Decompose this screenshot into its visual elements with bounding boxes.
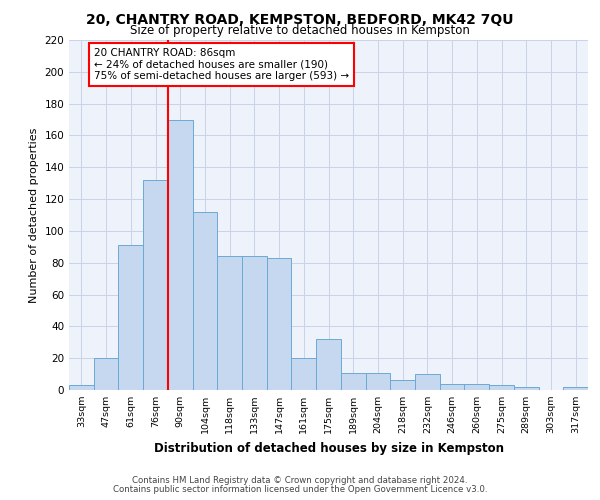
Bar (464, 384, 489, 390)
Bar (69, 385, 94, 390)
Bar (489, 385, 514, 390)
Text: Size of property relative to detached houses in Kempston: Size of property relative to detached ho… (130, 24, 470, 37)
Bar (440, 384, 464, 390)
Bar (193, 212, 217, 390)
Bar (168, 120, 193, 390)
Bar (217, 256, 242, 390)
Bar (514, 387, 539, 390)
Bar (563, 387, 588, 390)
Bar (316, 339, 341, 390)
Text: 20 CHANTRY ROAD: 86sqm
← 24% of detached houses are smaller (190)
75% of semi-de: 20 CHANTRY ROAD: 86sqm ← 24% of detached… (94, 48, 349, 81)
Bar (94, 358, 118, 390)
Bar (267, 258, 292, 390)
X-axis label: Distribution of detached houses by size in Kempston: Distribution of detached houses by size … (154, 442, 503, 454)
Bar (143, 180, 168, 390)
Text: Contains public sector information licensed under the Open Government Licence v3: Contains public sector information licen… (113, 485, 487, 494)
Bar (365, 372, 390, 390)
Bar (341, 372, 365, 390)
Bar (242, 256, 267, 390)
Text: Contains HM Land Registry data © Crown copyright and database right 2024.: Contains HM Land Registry data © Crown c… (132, 476, 468, 485)
Bar (390, 380, 415, 390)
Bar (292, 358, 316, 390)
Bar (415, 374, 440, 390)
Bar (118, 245, 143, 390)
Y-axis label: Number of detached properties: Number of detached properties (29, 128, 39, 302)
Text: 20, CHANTRY ROAD, KEMPSTON, BEDFORD, MK42 7QU: 20, CHANTRY ROAD, KEMPSTON, BEDFORD, MK4… (86, 12, 514, 26)
